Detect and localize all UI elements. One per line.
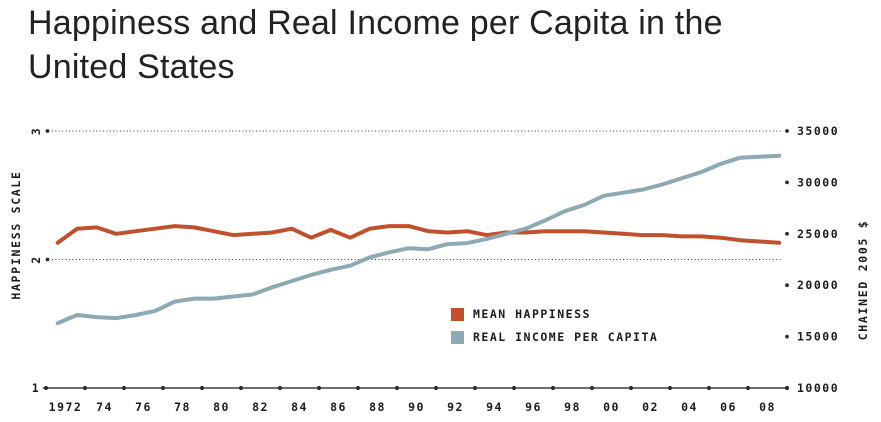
right-tick-label: 10000	[797, 381, 839, 395]
x-tick-dot	[238, 385, 244, 391]
x-tick-label: 1972	[49, 400, 83, 414]
real-income-swatch-icon	[451, 331, 464, 344]
page-title-line2: United States	[28, 48, 235, 86]
gridline-dot	[45, 129, 50, 133]
right-tick-label: 35000	[797, 124, 839, 138]
series-line-mean-happiness	[55, 224, 782, 245]
x-tick-dot	[355, 385, 361, 391]
chart-canvas: HAPPINESS SCALE CHAINED 2005 $ 1972 74 76 7…	[9, 124, 870, 414]
x-tick-label: 94	[486, 400, 503, 414]
left-tick-label: 3	[29, 127, 43, 135]
x-tick-label: 90	[408, 400, 425, 414]
x-tick-dot	[433, 385, 439, 391]
left-tick-label: 1	[32, 381, 40, 395]
page-title: Happiness and Real Income per Capita in …	[28, 1, 818, 89]
x-tick-dot	[667, 385, 673, 391]
x-tick-label: 74	[96, 400, 113, 414]
x-tick-label: 86	[330, 400, 347, 414]
x-tick-label: 98	[564, 400, 581, 414]
right-tick-dot	[785, 231, 789, 236]
gridline-dot	[45, 257, 50, 262]
x-tick-label: 82	[252, 400, 269, 414]
x-tick-dot	[550, 385, 556, 391]
x-tick-label: 02	[642, 400, 659, 414]
left-axis-title: HAPPINESS SCALE	[9, 170, 23, 299]
x-tick-dot	[628, 385, 634, 391]
right-tick-dot	[785, 386, 789, 390]
x-tick-dot	[199, 385, 205, 391]
x-tick-label: 92	[447, 400, 464, 414]
x-tick-label: 88	[369, 400, 386, 414]
right-tick-dot	[785, 129, 789, 133]
x-tick-dot	[160, 385, 166, 391]
x-tick-label: 04	[681, 400, 698, 414]
mean-happiness-swatch-icon	[451, 308, 464, 321]
x-tick-label: 80	[213, 400, 230, 414]
legend-label: REAL INCOME PER CAPITA	[473, 330, 659, 344]
right-tick-label: 15000	[797, 330, 839, 344]
x-tick-dot	[511, 385, 517, 391]
x-tick-label: 06	[720, 400, 737, 414]
legend-item-real-income: REAL INCOME PER CAPITA	[451, 331, 658, 344]
happiness-income-chart: HAPPINESS SCALE CHAINED 2005 $ 1972 74 76 7…	[0, 110, 881, 422]
x-tick-dot	[121, 385, 127, 391]
series-line-real-income	[55, 153, 782, 326]
x-tick-dot	[472, 385, 478, 391]
x-tick-dot	[589, 385, 595, 391]
legend-item-mean-happiness: MEAN HAPPINESS	[451, 308, 658, 321]
x-tick-label: 96	[525, 400, 542, 414]
x-tick-label: 00	[603, 400, 620, 414]
chart-legend: MEAN HAPPINESS REAL INCOME PER CAPITA	[451, 308, 658, 354]
x-tick-label: 76	[135, 400, 152, 414]
x-tick-dot	[745, 385, 751, 391]
page-title-line1: Happiness and Real Income per Capita in …	[28, 4, 723, 42]
x-tick-dot	[43, 385, 49, 391]
right-axis-title: CHAINED 2005 $	[856, 220, 870, 341]
x-tick-dot	[316, 385, 322, 391]
x-tick-dot	[82, 385, 88, 391]
right-tick-label: 30000	[797, 175, 839, 189]
x-tick-label: 08	[759, 400, 776, 414]
x-tick-dot	[394, 385, 400, 391]
legend-label: MEAN HAPPINESS	[473, 307, 591, 321]
right-tick-dot	[785, 283, 789, 288]
x-tick-label: 84	[291, 400, 308, 414]
left-tick-label: 2	[29, 255, 43, 263]
x-tick-label: 78	[174, 400, 191, 414]
right-tick-dot	[785, 180, 789, 185]
x-tick-dot	[706, 385, 712, 391]
right-tick-label: 20000	[797, 278, 839, 292]
right-tick-label: 25000	[797, 227, 839, 241]
right-tick-dot	[785, 334, 789, 339]
x-tick-dot	[277, 385, 283, 391]
